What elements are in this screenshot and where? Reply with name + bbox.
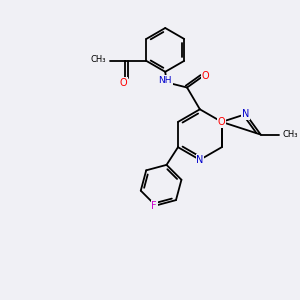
Text: N: N	[242, 109, 250, 119]
Text: O: O	[218, 117, 226, 127]
Text: O: O	[202, 70, 209, 80]
Text: CH₃: CH₃	[282, 130, 298, 139]
Text: O: O	[120, 78, 127, 88]
Text: N: N	[196, 155, 204, 165]
Text: F: F	[152, 201, 157, 211]
Text: NH: NH	[158, 76, 172, 85]
Text: CH₃: CH₃	[90, 55, 106, 64]
